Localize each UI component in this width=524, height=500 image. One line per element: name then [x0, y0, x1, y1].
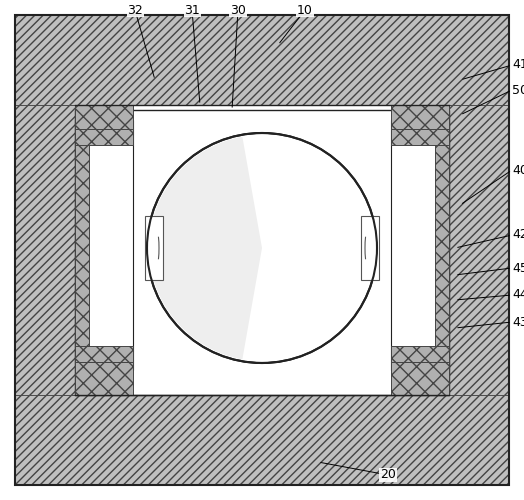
Bar	[145, 216, 163, 280]
Text: 32: 32	[127, 4, 143, 16]
Bar	[391, 105, 449, 129]
Wedge shape	[149, 136, 262, 360]
Bar	[391, 129, 449, 145]
Text: 44: 44	[512, 288, 524, 302]
Text: 10: 10	[297, 4, 313, 16]
Text: 42: 42	[512, 228, 524, 241]
Text: 41: 41	[512, 58, 524, 71]
Text: 45: 45	[512, 262, 524, 274]
Bar	[15, 395, 509, 485]
Bar	[15, 15, 509, 105]
Bar	[75, 110, 449, 395]
Text: 40: 40	[512, 164, 524, 176]
Bar	[15, 105, 75, 395]
Bar	[75, 346, 133, 362]
Bar	[75, 105, 133, 129]
Bar	[391, 120, 449, 370]
Bar	[75, 120, 133, 370]
Circle shape	[147, 133, 377, 363]
Text: 43: 43	[512, 316, 524, 328]
Bar	[361, 216, 379, 280]
Text: 31: 31	[184, 4, 200, 16]
Bar	[449, 105, 509, 395]
Text: 20: 20	[380, 468, 396, 481]
Bar	[391, 346, 449, 362]
Bar	[391, 362, 449, 395]
Bar	[75, 130, 89, 360]
Text: 50: 50	[512, 84, 524, 96]
Text: 30: 30	[230, 4, 246, 16]
Bar	[435, 130, 449, 360]
Bar	[75, 129, 133, 145]
Bar	[75, 362, 133, 395]
